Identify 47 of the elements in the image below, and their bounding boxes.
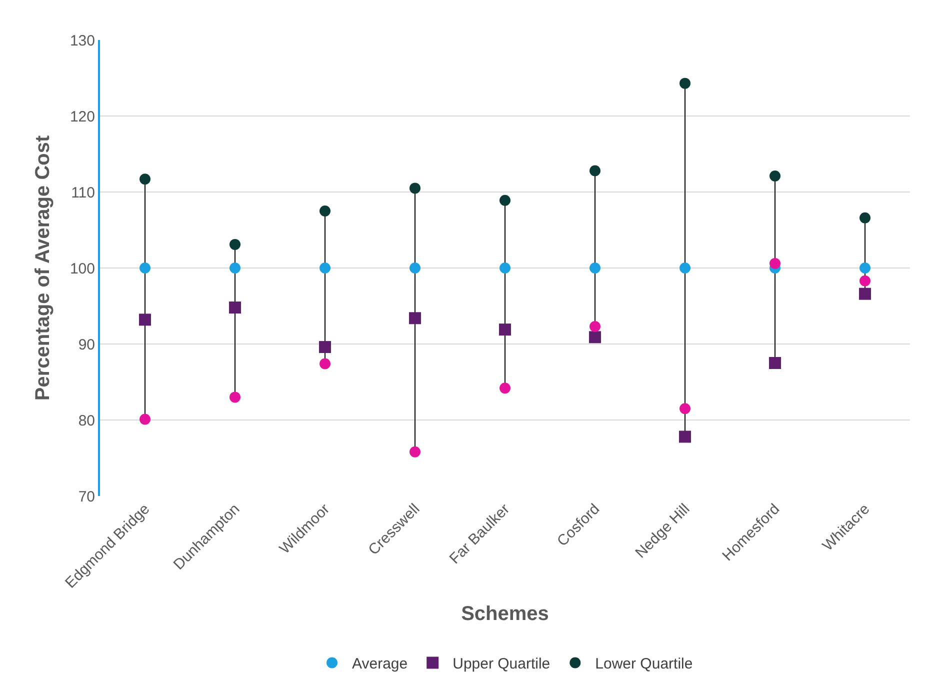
point bbox=[770, 170, 780, 182]
legend-label: Lower Quartile bbox=[595, 656, 693, 673]
legend-label: Upper Quartile bbox=[452, 656, 550, 673]
point bbox=[500, 382, 510, 394]
point bbox=[319, 341, 331, 354]
y-tick-label: 120 bbox=[70, 108, 95, 126]
point bbox=[859, 288, 871, 300]
point bbox=[680, 78, 690, 89]
point bbox=[499, 324, 511, 336]
point bbox=[320, 262, 330, 274]
point bbox=[590, 321, 600, 332]
point bbox=[680, 262, 690, 274]
point bbox=[769, 357, 781, 369]
point bbox=[860, 275, 870, 286]
y-tick-label: 80 bbox=[78, 412, 95, 430]
point bbox=[679, 430, 691, 443]
y-tick-label: 90 bbox=[78, 336, 95, 354]
point bbox=[589, 331, 601, 344]
y-tick-label: 130 bbox=[70, 32, 95, 50]
point bbox=[500, 262, 510, 274]
point bbox=[409, 312, 421, 324]
point bbox=[410, 446, 420, 458]
point bbox=[860, 262, 870, 274]
point bbox=[680, 403, 690, 414]
point bbox=[770, 258, 780, 269]
point bbox=[230, 238, 240, 250]
point bbox=[590, 262, 600, 274]
point bbox=[140, 262, 150, 274]
point bbox=[140, 414, 150, 425]
point bbox=[320, 206, 330, 216]
point bbox=[230, 262, 240, 274]
point bbox=[410, 262, 420, 274]
y-tick-label: 110 bbox=[71, 184, 95, 202]
legend-label: Average bbox=[352, 656, 408, 673]
point bbox=[860, 212, 870, 224]
y-axis-title: Percentage of Average Cost bbox=[32, 135, 54, 401]
point bbox=[140, 174, 150, 185]
y-tick-label: 70 bbox=[78, 488, 95, 506]
point bbox=[139, 314, 151, 326]
point bbox=[590, 165, 600, 176]
x-axis-title: Schemes bbox=[461, 603, 549, 626]
y-tick-label: 100 bbox=[70, 260, 95, 278]
point bbox=[230, 392, 240, 403]
point bbox=[229, 302, 241, 314]
point bbox=[320, 358, 330, 370]
point bbox=[500, 194, 510, 206]
point bbox=[410, 182, 420, 194]
